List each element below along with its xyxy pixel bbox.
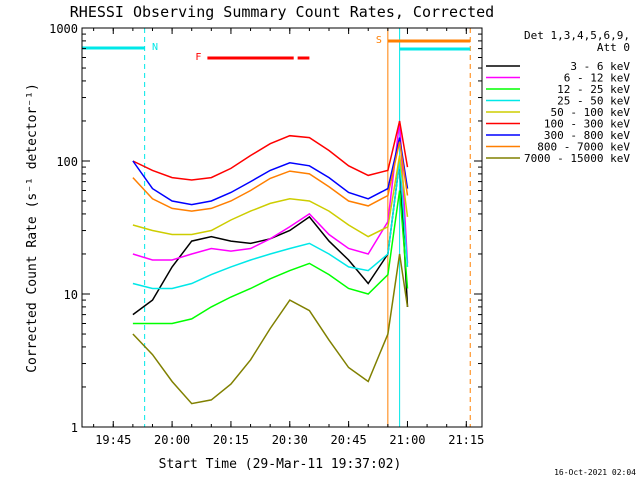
y-tick-label-2: 100	[56, 155, 78, 169]
series-line-2	[132, 190, 409, 325]
legend-label-2: 12 - 25 keV	[557, 83, 630, 96]
series-line-6	[132, 137, 409, 206]
x-tick-label-5: 21:00	[389, 433, 425, 447]
x-tick-label-2: 20:15	[213, 433, 249, 447]
status-label-n: N	[152, 42, 158, 53]
legend-label-7: 800 - 7000 keV	[537, 141, 630, 154]
series-line-8	[132, 253, 409, 405]
legend-label-3: 25 - 50 keV	[557, 95, 630, 108]
series-line-1	[132, 120, 409, 264]
x-tick-label-3: 20:30	[272, 433, 308, 447]
x-tick-label-4: 20:45	[331, 433, 367, 447]
legend-label-1: 6 - 12 keV	[564, 72, 631, 85]
legend-label-5: 100 - 300 keV	[544, 118, 630, 131]
x-axis-title: Start Time (29-Mar-11 19:37:02)	[159, 457, 402, 472]
chart-title: RHESSI Observing Summary Count Rates, Co…	[70, 3, 494, 21]
series-line-5	[132, 120, 409, 181]
status-label-s: S	[376, 35, 382, 46]
x-tick-label-6: 21:15	[448, 433, 484, 447]
footer-date: 16-Oct-2021 02:04	[554, 468, 636, 477]
legend-attenuator: Att 0	[597, 41, 630, 54]
legend-label-8: 7000 - 15000 keV	[524, 152, 630, 165]
legend-label-6: 300 - 800 keV	[544, 129, 630, 142]
plot-frame	[81, 27, 483, 428]
series-line-3	[132, 160, 409, 290]
y-tick-label-0: 1	[71, 421, 78, 435]
series-line-4	[132, 155, 409, 238]
series-line-7	[132, 141, 409, 212]
y-axis-title: Corrected Count Rate (s⁻¹ detector⁻¹)	[25, 83, 40, 373]
y-tick-label-3: 1000	[49, 22, 78, 36]
status-label-f: F	[195, 52, 201, 63]
legend-label-4: 50 - 100 keV	[551, 106, 631, 119]
y-tick-label-1: 10	[64, 288, 78, 302]
legend-detectors: Det 1,3,4,5,6,9,	[524, 29, 630, 42]
x-tick-label-1: 20:00	[154, 433, 190, 447]
x-tick-label-0: 19:45	[95, 433, 131, 447]
legend-label-0: 3 - 6 keV	[570, 60, 630, 73]
series-line-0	[132, 160, 409, 316]
